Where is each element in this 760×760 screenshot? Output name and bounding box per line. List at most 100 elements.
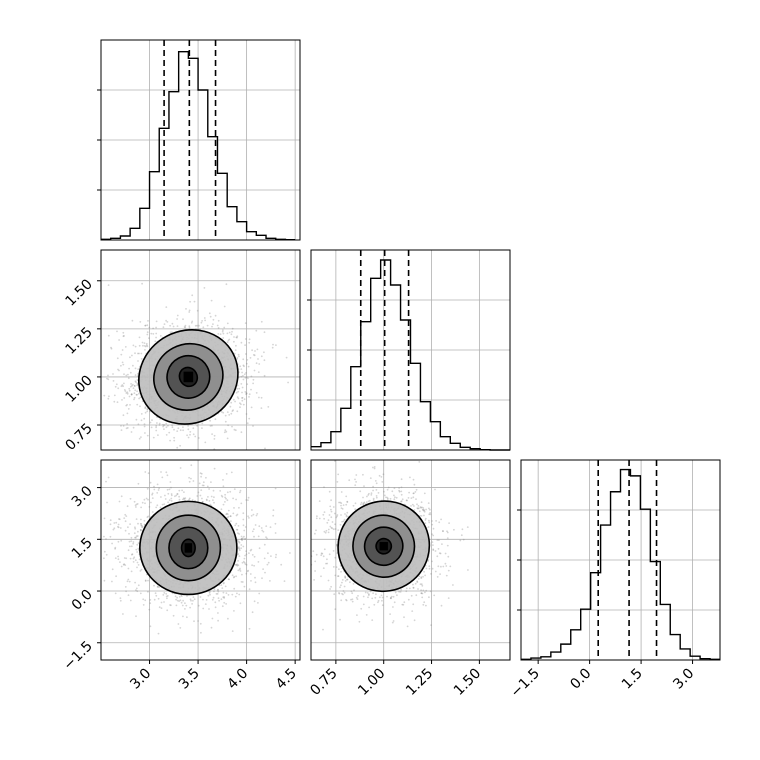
scatter-point bbox=[236, 410, 239, 413]
scatter-point bbox=[179, 467, 182, 469]
scatter-point bbox=[166, 609, 169, 612]
scatter-point bbox=[202, 607, 205, 610]
scatter-point bbox=[133, 384, 136, 387]
scatter-point bbox=[260, 320, 263, 323]
scatter-point bbox=[122, 335, 125, 338]
scatter-point bbox=[322, 555, 325, 558]
scatter-point bbox=[252, 528, 255, 531]
scatter-point bbox=[207, 496, 209, 498]
scatter-point bbox=[127, 567, 130, 570]
scatter-point bbox=[340, 502, 343, 505]
scatter-point bbox=[210, 495, 213, 498]
scatter-point bbox=[247, 499, 249, 501]
contour-line bbox=[139, 500, 238, 596]
scatter-point bbox=[172, 614, 175, 617]
scatter-point bbox=[109, 519, 112, 522]
scatter-point bbox=[283, 580, 286, 582]
scatter-point bbox=[316, 515, 318, 518]
scatter-point bbox=[427, 526, 430, 528]
scatter-point bbox=[334, 574, 337, 577]
scatter-point bbox=[343, 518, 346, 521]
scatter-point bbox=[264, 447, 266, 450]
scatter-point bbox=[170, 604, 172, 607]
scatter-point bbox=[143, 523, 146, 526]
scatter-point bbox=[136, 551, 139, 553]
scatter-point bbox=[254, 524, 257, 526]
scatter-point bbox=[213, 438, 216, 440]
scatter-point bbox=[410, 505, 412, 507]
scatter-point bbox=[332, 566, 335, 568]
scatter-point bbox=[189, 431, 192, 433]
scatter-point bbox=[140, 358, 143, 360]
scatter-point bbox=[218, 599, 221, 602]
scatter-point bbox=[175, 598, 178, 601]
scatter-point bbox=[112, 528, 115, 531]
scatter-point bbox=[212, 323, 214, 325]
scatter-point bbox=[204, 603, 207, 605]
scatter-point bbox=[334, 528, 337, 530]
scatter-point bbox=[222, 411, 225, 414]
scatter-point bbox=[262, 530, 265, 533]
scatter-point bbox=[178, 498, 181, 501]
scatter-point bbox=[267, 552, 269, 555]
scatter-point bbox=[190, 477, 192, 480]
joint-content bbox=[101, 460, 300, 660]
scatter-point bbox=[193, 300, 196, 303]
scatter-point bbox=[123, 557, 126, 559]
scatter-point bbox=[189, 300, 192, 303]
scatter-point bbox=[354, 478, 356, 481]
scatter-point bbox=[340, 504, 342, 507]
scatter-point bbox=[132, 541, 135, 543]
scatter-point bbox=[241, 386, 244, 389]
scatter-point bbox=[240, 581, 243, 583]
scatter-point bbox=[122, 363, 125, 366]
scatter-point bbox=[117, 368, 119, 371]
scatter-point bbox=[152, 436, 155, 439]
scatter-point bbox=[227, 515, 230, 518]
scatter-point bbox=[166, 474, 169, 477]
scatter-point bbox=[338, 501, 340, 504]
scatter-point bbox=[128, 395, 131, 398]
scatter-point bbox=[413, 483, 416, 486]
scatter-point bbox=[226, 437, 229, 440]
scatter-point bbox=[124, 390, 127, 392]
scatter-point bbox=[165, 319, 168, 322]
scatter-point bbox=[258, 363, 261, 365]
scatter-point bbox=[250, 580, 252, 582]
scatter-point bbox=[133, 500, 136, 503]
scatter-point bbox=[111, 542, 113, 545]
scatter-point bbox=[436, 576, 439, 578]
scatter-point bbox=[158, 487, 161, 490]
scatter-point bbox=[197, 620, 200, 622]
scatter-point bbox=[227, 339, 230, 342]
scatter-point bbox=[120, 425, 122, 427]
scatter-point bbox=[362, 496, 364, 499]
scatter-point bbox=[234, 429, 237, 432]
scatter-point bbox=[231, 630, 234, 632]
histogram-panel-1 bbox=[307, 249, 511, 451]
scatter-point bbox=[165, 592, 168, 595]
scatter-point bbox=[330, 499, 332, 502]
scatter-point bbox=[409, 476, 411, 479]
scatter-point bbox=[140, 436, 142, 438]
scatter-point bbox=[390, 596, 392, 599]
scatter-point bbox=[419, 506, 422, 508]
scatter-point bbox=[217, 589, 219, 591]
scatter-point bbox=[419, 515, 422, 517]
scatter-point bbox=[221, 330, 224, 333]
scatter-point bbox=[240, 538, 243, 541]
scatter-point bbox=[162, 425, 165, 428]
scatter-point bbox=[151, 493, 154, 496]
scatter-point bbox=[393, 487, 396, 490]
scatter-point bbox=[211, 424, 213, 427]
scatter-point bbox=[123, 335, 125, 337]
scatter-point bbox=[234, 400, 237, 403]
scatter-point bbox=[167, 501, 170, 504]
scatter-point bbox=[132, 344, 135, 347]
scatter-point bbox=[350, 590, 353, 593]
scatter-point bbox=[118, 518, 121, 521]
scatter-point bbox=[252, 425, 254, 427]
scatter-point bbox=[184, 608, 186, 610]
scatter-point bbox=[243, 585, 246, 588]
scatter-point bbox=[258, 592, 261, 595]
